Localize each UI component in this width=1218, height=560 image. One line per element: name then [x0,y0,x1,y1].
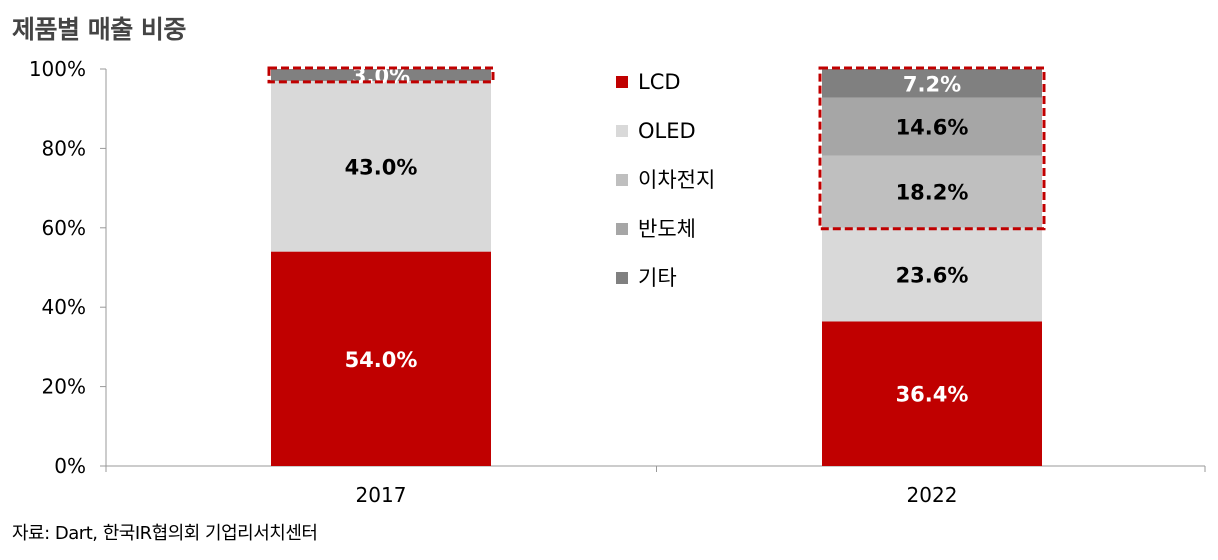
data-label: 18.2% [896,181,969,205]
bar-segment [271,251,491,466]
legend-swatch [616,76,628,88]
legend-label: OLED [638,119,696,143]
data-label: 43.0% [345,155,418,179]
bar-segment [822,155,1042,228]
y-tick-label: 100% [29,57,86,81]
highlight-box [267,66,495,84]
legend-swatch [616,125,628,137]
legend-label: 이차전지 [638,168,715,192]
y-tick-label: 60% [42,216,86,240]
legend-swatch [616,223,628,235]
y-tick-label: 20% [42,375,86,399]
data-label: 7.2% [903,72,961,96]
data-label: 23.6% [896,264,969,288]
bar-segment [822,97,1042,156]
bar-segment [271,80,491,252]
y-tick-label: 40% [42,295,86,319]
legend-label: LCD [638,70,681,94]
x-tick-label: 2022 [907,483,958,507]
chart-title: 제품별 매출 비중 [12,15,186,44]
bar-segment [822,227,1042,322]
legend-label: 기타 [638,266,677,290]
legend-swatch [616,272,628,284]
bar-segment [822,69,1042,98]
x-tick-label: 2017 [356,483,407,507]
data-label: 36.4% [896,383,969,407]
legend-swatch [616,174,628,186]
highlight-box [818,66,1046,231]
data-label: 14.6% [896,116,969,140]
bar-segment [822,321,1042,466]
data-label: 54.0% [345,348,418,372]
bar-segment [271,69,491,81]
y-tick-label: 0% [54,454,86,478]
legend-label: 반도체 [638,217,696,241]
y-tick-label: 80% [42,136,86,160]
source-note: 자료: Dart, 한국IR협의회 기업리서치센터 [12,523,318,544]
